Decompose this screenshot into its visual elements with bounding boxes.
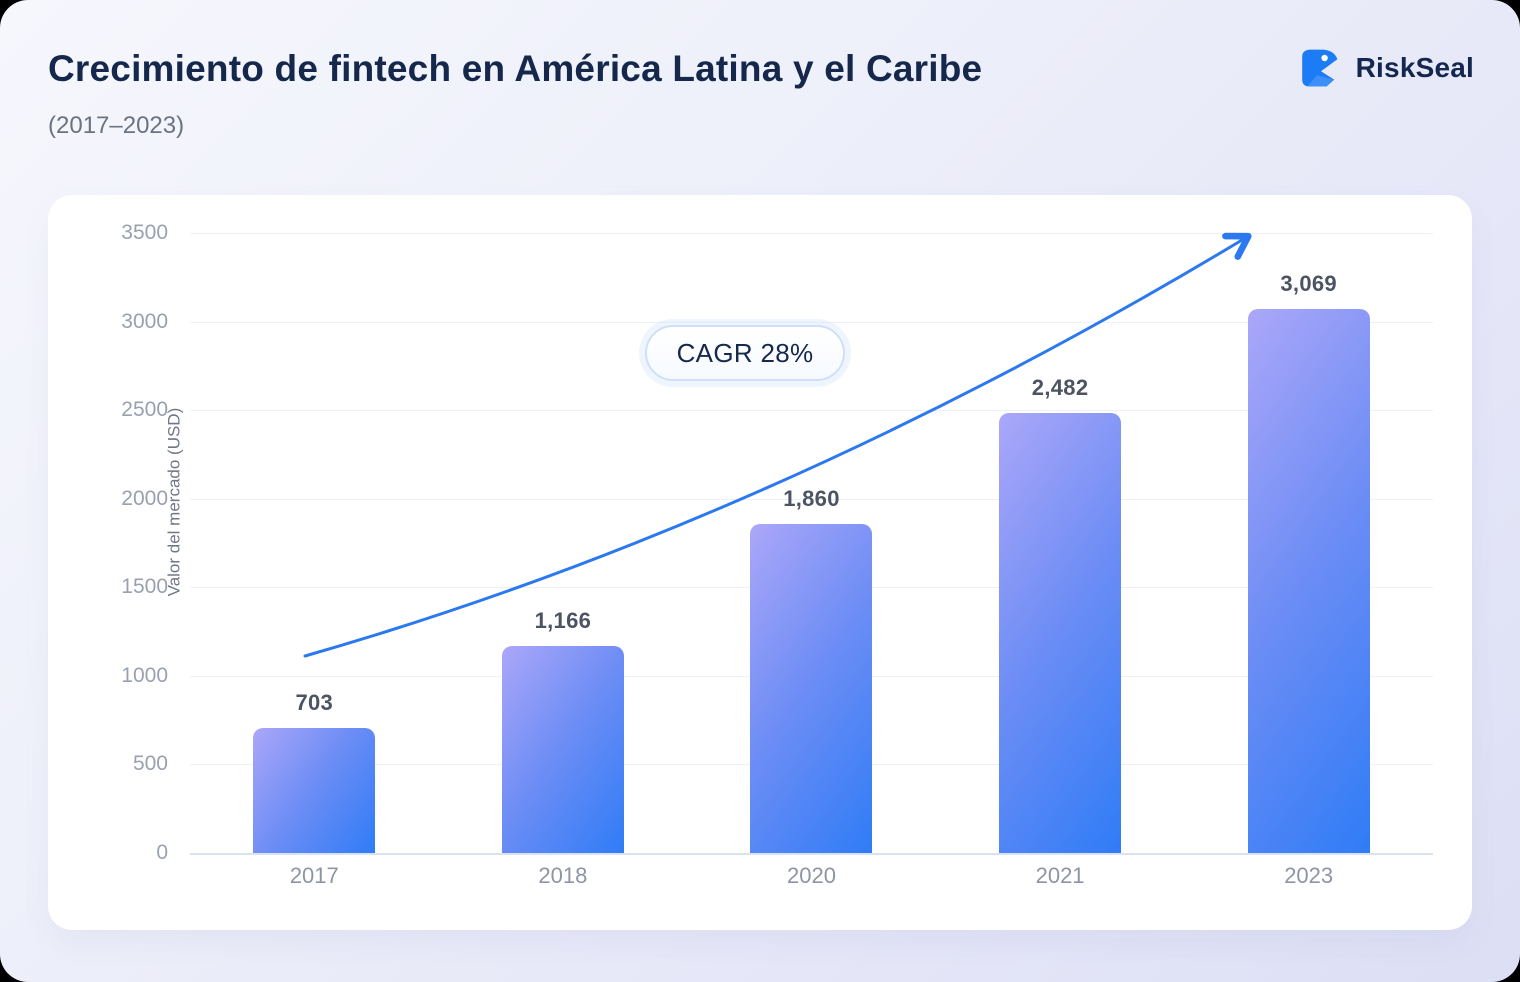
bar-2023 <box>1247 309 1370 853</box>
bar-value-label: 2,482 <box>1031 375 1089 401</box>
x-axis-line <box>190 853 1433 855</box>
x-tick-2021: 2021 <box>1035 863 1085 888</box>
gridline <box>190 233 1433 234</box>
bar-2020 <box>750 523 873 853</box>
bar-value-label: 703 <box>295 690 334 716</box>
y-tick: 2000 <box>121 486 168 510</box>
y-tick: 3500 <box>121 221 168 244</box>
page-title: Crecimiento de fintech en América Latina… <box>48 48 983 89</box>
bar-2017 <box>253 728 376 853</box>
chart-card: 3500 3000 2500 2000 1500 1000 500 0 Valo… <box>48 195 1472 930</box>
y-axis-title: Valor del mercado (USD) <box>164 407 184 597</box>
brand-logo: RiskSeal <box>1297 44 1474 92</box>
x-tick-2023: 2023 <box>1284 863 1334 888</box>
y-tick: 1000 <box>121 663 168 687</box>
bar-value-label: 3,069 <box>1280 271 1337 297</box>
x-tick-2017: 2017 <box>289 863 339 888</box>
y-tick: 3000 <box>121 309 168 333</box>
cagr-badge: CAGR 28% <box>645 325 845 381</box>
bar-2018 <box>501 646 624 853</box>
bar-value-label: 1,860 <box>783 485 840 511</box>
x-tick-2018: 2018 <box>538 863 588 888</box>
x-tick-2020: 2020 <box>787 863 836 888</box>
x-axis-labels: 2017 2018 2020 2021 2023 <box>190 863 1433 889</box>
y-tick: 0 <box>156 841 168 864</box>
y-tick: 1500 <box>121 575 168 599</box>
bar-slot: 703 <box>190 233 439 853</box>
riskseal-logo-icon <box>1297 44 1345 92</box>
bar-slot: 2,482 <box>936 233 1185 853</box>
brand-name: RiskSeal <box>1355 52 1474 83</box>
bar-2021 <box>999 413 1122 853</box>
page-subtitle: (2017–2023) <box>48 112 185 139</box>
bar-slot: 1,166 <box>439 233 688 853</box>
y-tick: 2500 <box>121 398 168 422</box>
bar-value-label: 1,166 <box>534 608 592 634</box>
bar-slot: 3,069 <box>1184 233 1433 853</box>
y-tick: 500 <box>132 752 168 776</box>
